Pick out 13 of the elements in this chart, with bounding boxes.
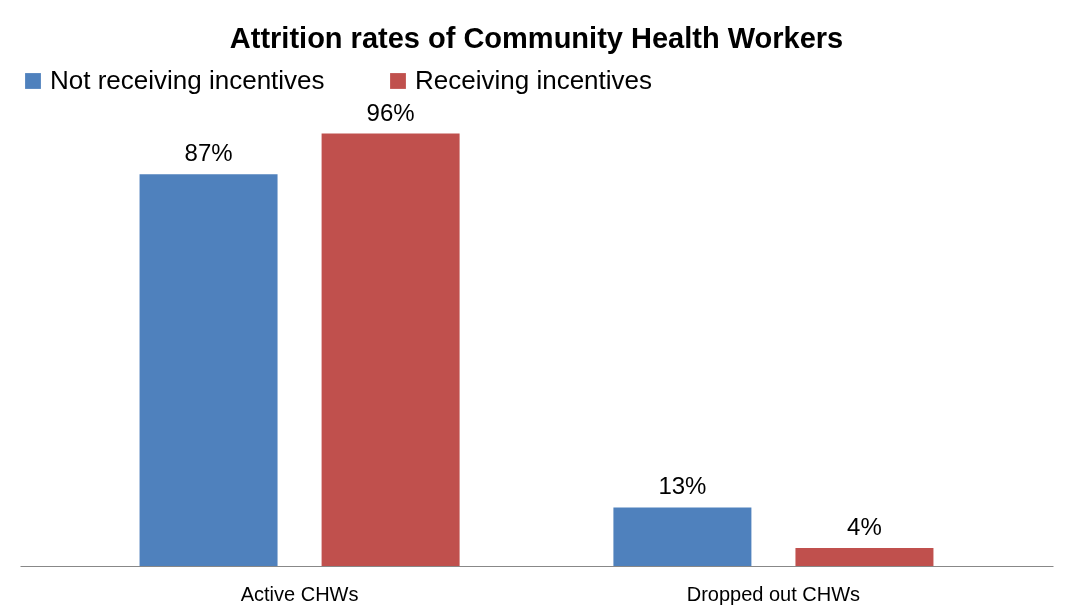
x-tick-label: Active CHWs [240, 582, 359, 605]
data-label: 13% [658, 472, 707, 500]
data-label: 96% [366, 98, 415, 126]
bar [613, 507, 752, 566]
data-label: 87% [184, 139, 233, 167]
chart-title: Attrition rates of Community Health Workers [229, 22, 844, 54]
x-tick-label: Dropped out CHWs [686, 582, 861, 605]
bar [139, 174, 278, 566]
legend-label: Not receiving incentives [50, 65, 325, 95]
legend-label: Receiving incentives [415, 65, 653, 95]
data-label: 4% [847, 512, 882, 540]
bar [321, 133, 460, 566]
bar [795, 547, 934, 566]
